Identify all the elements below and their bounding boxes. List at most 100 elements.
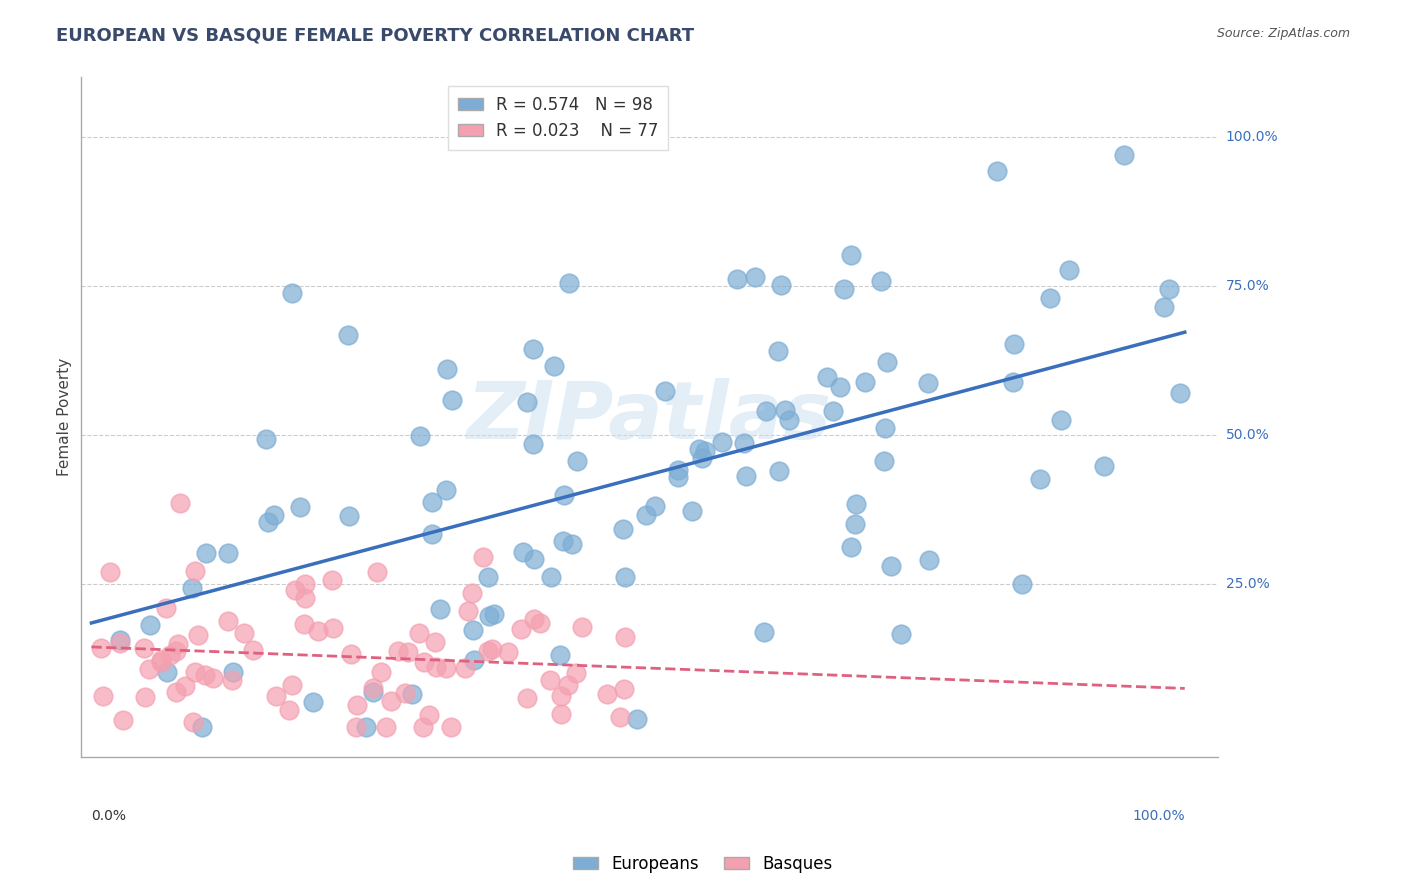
Point bbox=[321, 573, 343, 587]
Point bbox=[832, 282, 855, 296]
Point bbox=[346, 698, 368, 712]
Point bbox=[553, 488, 575, 502]
Point bbox=[550, 648, 572, 662]
Point bbox=[828, 380, 851, 394]
Point bbox=[132, 640, 155, 655]
Point bbox=[112, 713, 135, 727]
Point bbox=[461, 586, 484, 600]
Point bbox=[890, 626, 912, 640]
Point bbox=[626, 712, 648, 726]
Point bbox=[184, 564, 207, 578]
Point bbox=[481, 641, 503, 656]
Point bbox=[418, 707, 440, 722]
Point bbox=[550, 706, 572, 721]
Text: 100.0%: 100.0% bbox=[1226, 130, 1278, 144]
Point bbox=[477, 569, 499, 583]
Point bbox=[1002, 336, 1025, 351]
Point bbox=[1114, 148, 1136, 162]
Point bbox=[434, 483, 457, 497]
Point bbox=[529, 616, 551, 631]
Point bbox=[420, 495, 443, 509]
Point bbox=[108, 633, 131, 648]
Point bbox=[768, 464, 790, 478]
Point bbox=[609, 710, 631, 724]
Point bbox=[752, 625, 775, 640]
Text: EUROPEAN VS BASQUE FEMALE POVERTY CORRELATION CHART: EUROPEAN VS BASQUE FEMALE POVERTY CORREL… bbox=[56, 27, 695, 45]
Point bbox=[307, 624, 329, 638]
Point bbox=[336, 327, 359, 342]
Point bbox=[1168, 385, 1191, 400]
Point bbox=[1002, 375, 1025, 389]
Point bbox=[394, 686, 416, 700]
Point bbox=[322, 621, 344, 635]
Legend: R = 0.574   N = 98, R = 0.023    N = 77: R = 0.574 N = 98, R = 0.023 N = 77 bbox=[447, 86, 668, 150]
Point bbox=[420, 526, 443, 541]
Point bbox=[725, 272, 748, 286]
Point bbox=[354, 720, 377, 734]
Point bbox=[138, 662, 160, 676]
Point bbox=[681, 503, 703, 517]
Point bbox=[339, 648, 361, 662]
Point bbox=[666, 463, 689, 477]
Point bbox=[201, 671, 224, 685]
Point bbox=[666, 470, 689, 484]
Point bbox=[108, 636, 131, 650]
Point bbox=[233, 625, 256, 640]
Point bbox=[654, 384, 676, 398]
Point bbox=[167, 637, 190, 651]
Point bbox=[571, 620, 593, 634]
Point bbox=[644, 499, 666, 513]
Point bbox=[174, 679, 197, 693]
Point bbox=[516, 690, 538, 705]
Text: 0.0%: 0.0% bbox=[91, 809, 127, 823]
Text: 75.0%: 75.0% bbox=[1226, 279, 1270, 293]
Point bbox=[815, 370, 838, 384]
Point bbox=[91, 689, 114, 703]
Point bbox=[478, 609, 501, 624]
Point bbox=[693, 443, 716, 458]
Point bbox=[169, 496, 191, 510]
Point bbox=[149, 653, 172, 667]
Point bbox=[429, 602, 451, 616]
Point bbox=[191, 720, 214, 734]
Point bbox=[778, 413, 800, 427]
Point bbox=[194, 668, 217, 682]
Point bbox=[516, 394, 538, 409]
Point bbox=[770, 278, 793, 293]
Point bbox=[155, 600, 177, 615]
Point bbox=[766, 343, 789, 358]
Point bbox=[496, 645, 519, 659]
Point bbox=[294, 591, 316, 605]
Point bbox=[281, 678, 304, 692]
Point bbox=[181, 715, 204, 730]
Point bbox=[436, 362, 458, 376]
Point bbox=[1153, 300, 1175, 314]
Point bbox=[733, 436, 755, 450]
Point bbox=[522, 342, 544, 356]
Point bbox=[855, 376, 877, 390]
Point bbox=[263, 508, 285, 523]
Point bbox=[217, 615, 239, 629]
Point bbox=[692, 450, 714, 465]
Point bbox=[711, 434, 734, 449]
Point bbox=[156, 665, 179, 679]
Point bbox=[775, 403, 797, 417]
Point bbox=[523, 612, 546, 626]
Point bbox=[565, 454, 588, 468]
Point bbox=[254, 432, 277, 446]
Point bbox=[614, 570, 637, 584]
Point bbox=[1029, 472, 1052, 486]
Point bbox=[522, 437, 544, 451]
Point bbox=[612, 522, 634, 536]
Point bbox=[181, 582, 204, 596]
Point bbox=[543, 359, 565, 374]
Point bbox=[841, 541, 863, 555]
Point bbox=[613, 631, 636, 645]
Point bbox=[439, 720, 461, 734]
Text: 100.0%: 100.0% bbox=[1132, 809, 1185, 823]
Point bbox=[553, 533, 575, 548]
Point bbox=[370, 665, 392, 680]
Point bbox=[821, 404, 844, 418]
Text: 50.0%: 50.0% bbox=[1226, 428, 1270, 442]
Point bbox=[434, 660, 457, 674]
